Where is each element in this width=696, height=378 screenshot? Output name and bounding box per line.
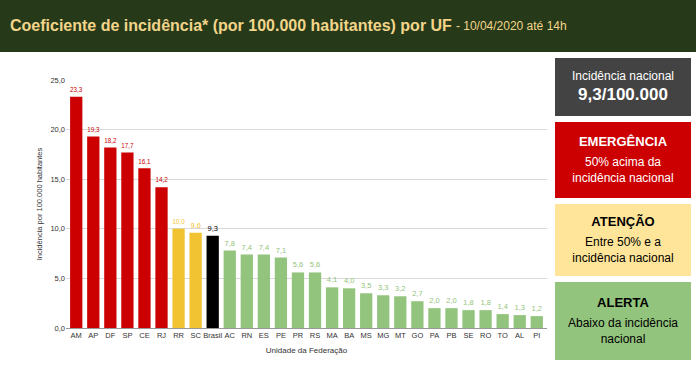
svg-text:RJ: RJ bbox=[157, 331, 166, 340]
svg-text:7,4: 7,4 bbox=[259, 243, 269, 252]
svg-text:SE: SE bbox=[464, 331, 474, 340]
svg-text:5,6: 5,6 bbox=[293, 260, 303, 269]
svg-text:Incidência por 100.000 habitan: Incidência por 100.000 habitantes bbox=[35, 147, 44, 260]
html-text:EMERGÊNCIA: EMERGÊNCIA bbox=[578, 133, 668, 149]
svg-text:Unidade da Federação: Unidade da Federação bbox=[266, 346, 348, 355]
svg-text:16,1: 16,1 bbox=[138, 158, 151, 165]
svg-text:0,0: 0,0 bbox=[55, 324, 65, 333]
svg-text:10,0: 10,0 bbox=[50, 224, 65, 233]
html-text:ATENÇÃO: ATENÇÃO bbox=[591, 213, 655, 229]
html-text:Abaixo da incidência nacional: Abaixo da incidência nacional bbox=[568, 315, 678, 346]
svg-text:9,6: 9,6 bbox=[190, 221, 200, 230]
svg-text:SC: SC bbox=[190, 331, 201, 340]
svg-text:2,7: 2,7 bbox=[412, 289, 422, 298]
html-text:50% acima da incidência nacion: 50% acima da incidência nacional bbox=[572, 154, 674, 185]
svg-text:3,3: 3,3 bbox=[378, 283, 388, 292]
svg-text:2,0: 2,0 bbox=[429, 296, 439, 305]
svg-text:17,7: 17,7 bbox=[121, 142, 134, 149]
svg-text:1,8: 1,8 bbox=[463, 298, 473, 307]
svg-text:MG: MG bbox=[377, 331, 389, 340]
svg-text:19,3: 19,3 bbox=[87, 126, 100, 133]
svg-text:25,0: 25,0 bbox=[50, 76, 65, 85]
svg-text:7,8: 7,8 bbox=[225, 239, 235, 248]
html-text:Incidência nacional: Incidência nacional bbox=[572, 69, 674, 83]
html-text:ALERTA: ALERTA bbox=[597, 294, 649, 310]
svg-text:RN: RN bbox=[241, 331, 252, 340]
svg-text:BA: BA bbox=[344, 331, 354, 340]
svg-text:PE: PE bbox=[276, 331, 286, 340]
svg-text:SP: SP bbox=[122, 331, 132, 340]
svg-text:TO: TO bbox=[498, 331, 508, 340]
html-text:9,3/100.000: 9,3/100.000 bbox=[578, 85, 668, 104]
svg-text:7,4: 7,4 bbox=[242, 243, 252, 252]
svg-text:PI: PI bbox=[533, 331, 540, 340]
svg-text:AP: AP bbox=[88, 331, 98, 340]
svg-text:9,3: 9,3 bbox=[207, 224, 217, 233]
svg-text:23,3: 23,3 bbox=[70, 86, 83, 93]
html-text:Coeficiente de incidência* (po: Coeficiente de incidência* (por 100.000 … bbox=[10, 17, 567, 34]
svg-text:1,3: 1,3 bbox=[514, 303, 524, 312]
svg-text:3,2: 3,2 bbox=[395, 284, 405, 293]
svg-text:1,4: 1,4 bbox=[497, 302, 507, 311]
html-text:Entre 50% e a incidência nacio: Entre 50% e a incidência nacional bbox=[572, 234, 674, 265]
svg-text:14,2: 14,2 bbox=[155, 176, 168, 183]
svg-text:7,1: 7,1 bbox=[276, 246, 286, 255]
svg-text:4,1: 4,1 bbox=[327, 275, 337, 284]
svg-text:3,5: 3,5 bbox=[361, 281, 371, 290]
svg-text:GO: GO bbox=[412, 331, 424, 340]
svg-text:DF: DF bbox=[105, 331, 115, 340]
svg-text:5,0: 5,0 bbox=[55, 274, 65, 283]
svg-text:10,0: 10,0 bbox=[172, 218, 185, 225]
svg-text:18,2: 18,2 bbox=[104, 137, 117, 144]
svg-text:Brasil: Brasil bbox=[203, 331, 222, 340]
svg-text:MA: MA bbox=[326, 331, 337, 340]
svg-text:CE: CE bbox=[139, 331, 149, 340]
svg-text:AM: AM bbox=[71, 331, 82, 340]
svg-text:1,8: 1,8 bbox=[480, 298, 490, 307]
svg-text:RR: RR bbox=[173, 331, 184, 340]
svg-text:1,2: 1,2 bbox=[532, 304, 542, 313]
svg-text:20,0: 20,0 bbox=[50, 125, 65, 134]
svg-text:MS: MS bbox=[361, 331, 372, 340]
svg-text:RS: RS bbox=[310, 331, 320, 340]
svg-text:5,6: 5,6 bbox=[310, 260, 320, 269]
svg-text:15,0: 15,0 bbox=[50, 175, 65, 184]
svg-text:4,0: 4,0 bbox=[344, 276, 354, 285]
svg-text:RO: RO bbox=[480, 331, 491, 340]
svg-text:AC: AC bbox=[225, 331, 236, 340]
svg-text:PA: PA bbox=[430, 331, 439, 340]
svg-text:PR: PR bbox=[293, 331, 304, 340]
svg-text:AL: AL bbox=[515, 331, 524, 340]
svg-text:PB: PB bbox=[446, 331, 456, 340]
svg-text:2,0: 2,0 bbox=[446, 296, 456, 305]
svg-text:MT: MT bbox=[395, 331, 406, 340]
svg-text:ES: ES bbox=[259, 331, 269, 340]
